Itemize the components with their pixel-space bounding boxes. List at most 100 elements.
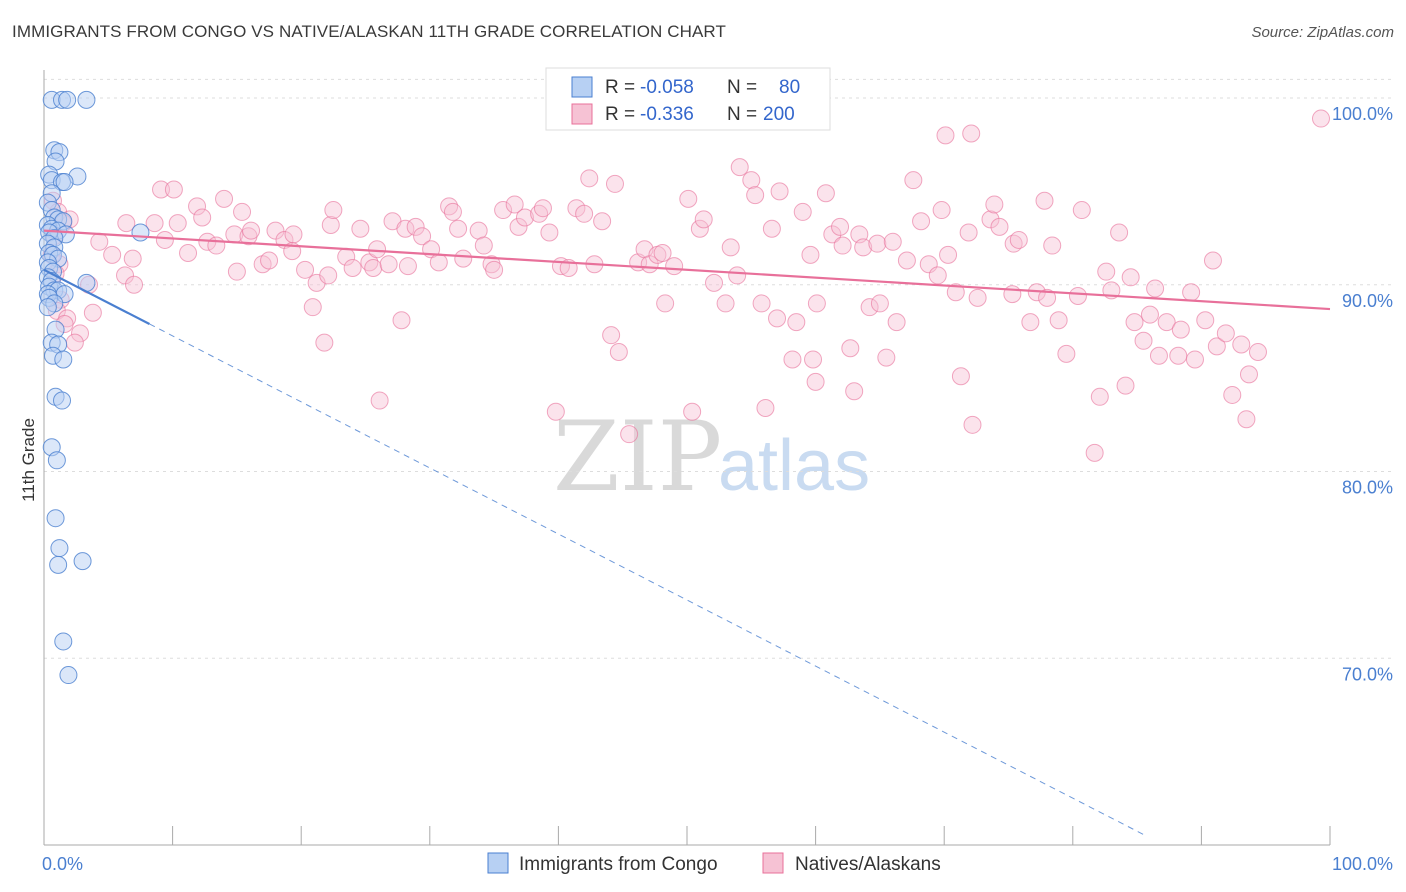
point-natives [449, 219, 468, 238]
source-label: Source: ZipAtlas.com [1251, 24, 1394, 41]
point-congo [50, 539, 69, 558]
point-natives [1232, 335, 1251, 354]
point-natives [103, 245, 122, 264]
point-natives [364, 258, 383, 277]
point-natives [321, 216, 340, 234]
x-tick-labels: 0.0% 100.0% [42, 854, 1393, 874]
legend-swatch-pink [571, 103, 593, 125]
point-natives [215, 189, 234, 208]
point-natives [515, 208, 534, 227]
point-natives [1171, 320, 1190, 339]
point-natives [787, 313, 806, 332]
point-congo [47, 451, 66, 470]
point-natives [1072, 201, 1091, 220]
point-natives [392, 311, 411, 330]
point-natives [152, 180, 171, 199]
point-natives [1237, 410, 1256, 429]
point-natives [1239, 365, 1258, 384]
point-congo [73, 552, 92, 571]
point-natives [793, 202, 812, 221]
x-tick-label-min: 0.0% [42, 854, 83, 874]
point-natives [831, 217, 850, 236]
point-natives [454, 249, 473, 268]
point-natives [580, 169, 599, 188]
point-natives [928, 266, 947, 285]
point-natives [833, 236, 852, 255]
point-natives [728, 266, 747, 285]
point-natives [841, 339, 860, 358]
point-natives [823, 225, 842, 244]
point-natives [125, 275, 144, 294]
y-tick-labels: 70.0% 80.0% 90.0% 100.0% [1332, 104, 1393, 684]
point-natives [990, 217, 1009, 236]
point-natives [854, 238, 873, 257]
point-natives [705, 273, 724, 292]
point-natives [370, 391, 389, 410]
point-natives [485, 260, 504, 279]
y-tick-label-70: 70.0% [1342, 664, 1393, 684]
point-natives [752, 294, 771, 313]
point-natives [1125, 313, 1144, 332]
point-natives [968, 288, 987, 307]
legend-n-value-1: 80 [779, 77, 800, 98]
point-natives [806, 372, 825, 391]
point-natives [65, 333, 84, 352]
point-natives [284, 225, 303, 244]
point-natives [368, 240, 387, 259]
point-natives [494, 201, 513, 220]
legend-r-value-2: -0.336 [640, 104, 694, 125]
point-congo [38, 298, 57, 317]
point-natives [90, 232, 109, 251]
point-natives [1157, 313, 1176, 332]
point-natives [804, 350, 823, 369]
point-natives [1003, 285, 1022, 304]
point-natives [1057, 344, 1076, 363]
point-natives [71, 324, 90, 343]
point-natives [845, 382, 864, 401]
watermark-atlas: atlas [718, 426, 870, 506]
point-natives [474, 236, 493, 255]
legend-n-label-1: N = [727, 77, 757, 98]
point-natives [1216, 324, 1235, 343]
point-natives [1169, 346, 1188, 365]
point-natives [912, 212, 931, 231]
point-natives [1049, 311, 1068, 330]
point-natives [469, 221, 488, 240]
point-natives [429, 253, 448, 272]
point-natives [505, 195, 524, 214]
legend-n-label-2: N = [727, 104, 757, 125]
point-natives [1149, 346, 1168, 365]
point-natives [665, 257, 684, 276]
point-natives [296, 260, 315, 279]
point-natives [801, 245, 820, 264]
point-natives [602, 326, 621, 345]
point-natives [351, 219, 370, 238]
point-congo [54, 350, 73, 369]
legend-label-congo: Immigrants from Congo [519, 854, 718, 875]
series-legend: Immigrants from Congo Natives/Alaskans [487, 852, 941, 875]
point-natives [694, 210, 713, 229]
point-natives [1248, 342, 1267, 361]
point-natives [1085, 443, 1104, 462]
point-natives [653, 244, 672, 263]
point-natives [575, 204, 594, 223]
point-natives [193, 208, 212, 227]
point-natives [656, 294, 675, 313]
point-natives [398, 257, 417, 276]
point-natives [1043, 236, 1062, 255]
chart-title: IMMIGRANTS FROM CONGO VS NATIVE/ALASKAN … [12, 22, 726, 41]
point-natives [1207, 337, 1226, 356]
point-congo [77, 90, 96, 109]
point-natives [963, 415, 982, 434]
point-natives [981, 210, 1000, 229]
point-natives [1185, 350, 1204, 369]
point-natives [593, 212, 612, 231]
trend-lines [43, 229, 1331, 835]
point-natives [1110, 223, 1129, 242]
point-natives [1134, 331, 1153, 350]
point-natives [746, 186, 765, 205]
point-congo [58, 90, 77, 109]
point-congo [53, 391, 72, 410]
point-natives [1009, 230, 1028, 249]
point-natives [1035, 191, 1054, 210]
